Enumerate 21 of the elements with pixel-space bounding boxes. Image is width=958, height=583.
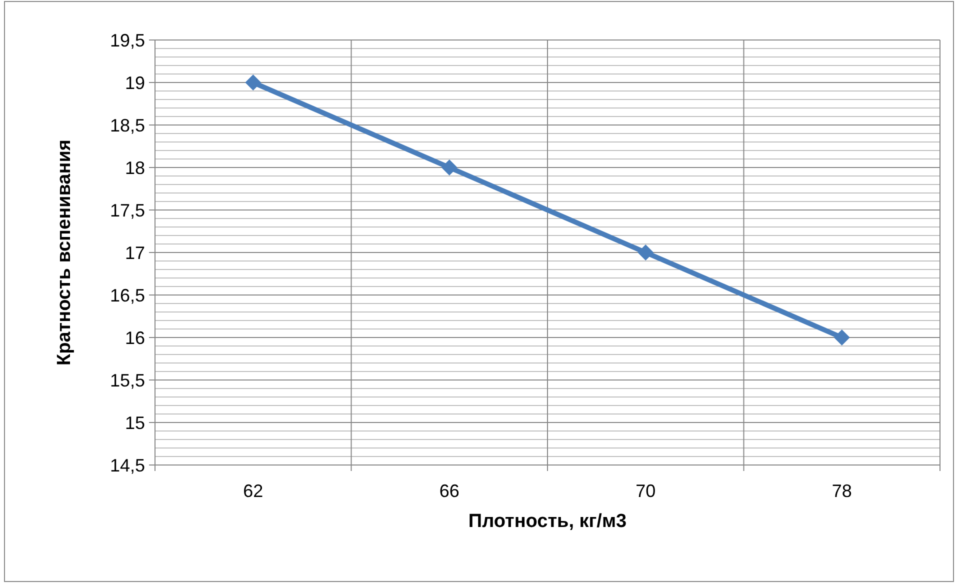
x-tick-label: 78 [832,481,852,501]
y-tick-label: 19,5 [110,30,145,50]
x-axis-title: Плотность, кг/м3 [468,511,627,532]
y-tick-label: 17,5 [110,200,145,220]
y-tick-label: 19 [124,72,145,93]
point [441,160,458,176]
y-tick-label: 17 [124,242,145,263]
y-tick-label: 14,5 [110,455,145,476]
y-tick-label: 18,5 [110,115,145,136]
x-tick-label: 70 [636,481,656,501]
x-tick-label: 62 [243,481,264,501]
point [834,330,850,346]
y-tick-label: 15 [124,412,145,433]
point [638,244,654,260]
y-tick-label: 16 [124,328,145,348]
y-tick-label: 18 [124,158,145,178]
point [245,74,262,90]
y-tick-label: 16,5 [110,285,145,306]
y-tick-label: 15,5 [110,370,145,390]
x-tick-label: 66 [439,481,460,501]
y-axis-title: Кратность вспенивания [54,140,75,366]
